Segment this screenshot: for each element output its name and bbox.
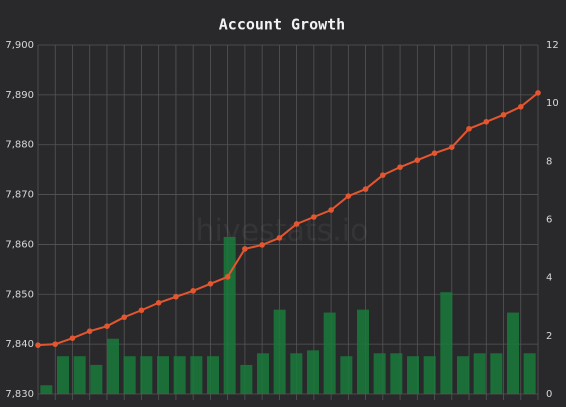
chart-title: Account Growth bbox=[219, 16, 345, 34]
line-point bbox=[345, 193, 352, 199]
bar bbox=[257, 353, 269, 394]
y2-tick-label: 10 bbox=[546, 98, 559, 109]
bar bbox=[157, 356, 169, 394]
line-point bbox=[448, 144, 455, 151]
y-tick-label: 7,870 bbox=[5, 190, 34, 201]
line-point bbox=[224, 274, 231, 280]
y-tick-label: 7,890 bbox=[5, 90, 34, 101]
y2-tick-label: 8 bbox=[546, 156, 552, 167]
bar bbox=[123, 356, 136, 394]
line-point bbox=[138, 307, 145, 314]
bar bbox=[40, 385, 53, 394]
bar bbox=[457, 356, 469, 394]
bar bbox=[323, 312, 336, 394]
line-point bbox=[535, 90, 541, 96]
bar bbox=[90, 364, 103, 394]
y-tick-label: 7,860 bbox=[5, 239, 34, 250]
bar bbox=[207, 356, 219, 394]
bar bbox=[307, 350, 319, 394]
line-point bbox=[207, 281, 214, 287]
y-tick-label: 7,840 bbox=[5, 339, 34, 350]
line-point bbox=[483, 118, 490, 125]
y2-tick-label: 12 bbox=[546, 40, 559, 51]
bar bbox=[173, 356, 186, 394]
line-point bbox=[86, 328, 93, 334]
bar bbox=[507, 312, 519, 394]
bar bbox=[523, 353, 536, 394]
bar bbox=[140, 356, 153, 394]
bar bbox=[223, 236, 236, 394]
bar bbox=[423, 356, 436, 394]
line-point bbox=[466, 125, 472, 132]
y-tick-label: 7,850 bbox=[5, 289, 34, 300]
bar bbox=[107, 338, 119, 394]
line-point bbox=[35, 342, 41, 348]
line-point bbox=[380, 172, 386, 178]
bar bbox=[273, 309, 286, 394]
line-point bbox=[362, 186, 369, 192]
line-point bbox=[104, 323, 110, 329]
bar bbox=[340, 356, 353, 394]
y-tick-label: 7,900 bbox=[5, 40, 34, 51]
bar bbox=[390, 353, 403, 394]
bar bbox=[190, 356, 203, 394]
y2-tick-label: 6 bbox=[546, 215, 552, 226]
line-point bbox=[242, 246, 248, 252]
line-point bbox=[190, 287, 196, 294]
line-point bbox=[500, 112, 507, 118]
bar bbox=[440, 292, 453, 394]
line-point bbox=[431, 150, 438, 156]
line-point bbox=[328, 207, 334, 213]
bar bbox=[407, 356, 419, 394]
line-point bbox=[517, 104, 524, 110]
bar bbox=[473, 353, 486, 394]
line-point bbox=[276, 235, 283, 241]
bar bbox=[490, 353, 503, 394]
bar bbox=[290, 353, 303, 394]
line-point bbox=[259, 242, 265, 248]
bar bbox=[357, 309, 369, 394]
line bbox=[37, 92, 539, 347]
y-tick-label: 7,830 bbox=[5, 389, 34, 400]
line-point bbox=[311, 214, 317, 220]
y-tick-label: 7,880 bbox=[5, 140, 34, 151]
bar bbox=[373, 353, 386, 394]
y2-tick-label: 2 bbox=[546, 331, 552, 342]
line-point bbox=[155, 299, 162, 306]
y2-tick-label: 4 bbox=[546, 273, 552, 284]
line-point bbox=[173, 293, 179, 300]
line-point bbox=[293, 221, 300, 227]
line-point bbox=[121, 314, 128, 321]
bar bbox=[73, 356, 86, 394]
watermark: hivestats.io bbox=[196, 214, 369, 249]
line-point bbox=[52, 341, 59, 347]
bar bbox=[57, 356, 69, 394]
line-point bbox=[69, 335, 76, 341]
y2-tick-label: 0 bbox=[546, 389, 552, 400]
line-point bbox=[397, 164, 403, 170]
bar bbox=[240, 364, 253, 394]
line-point bbox=[414, 157, 421, 163]
